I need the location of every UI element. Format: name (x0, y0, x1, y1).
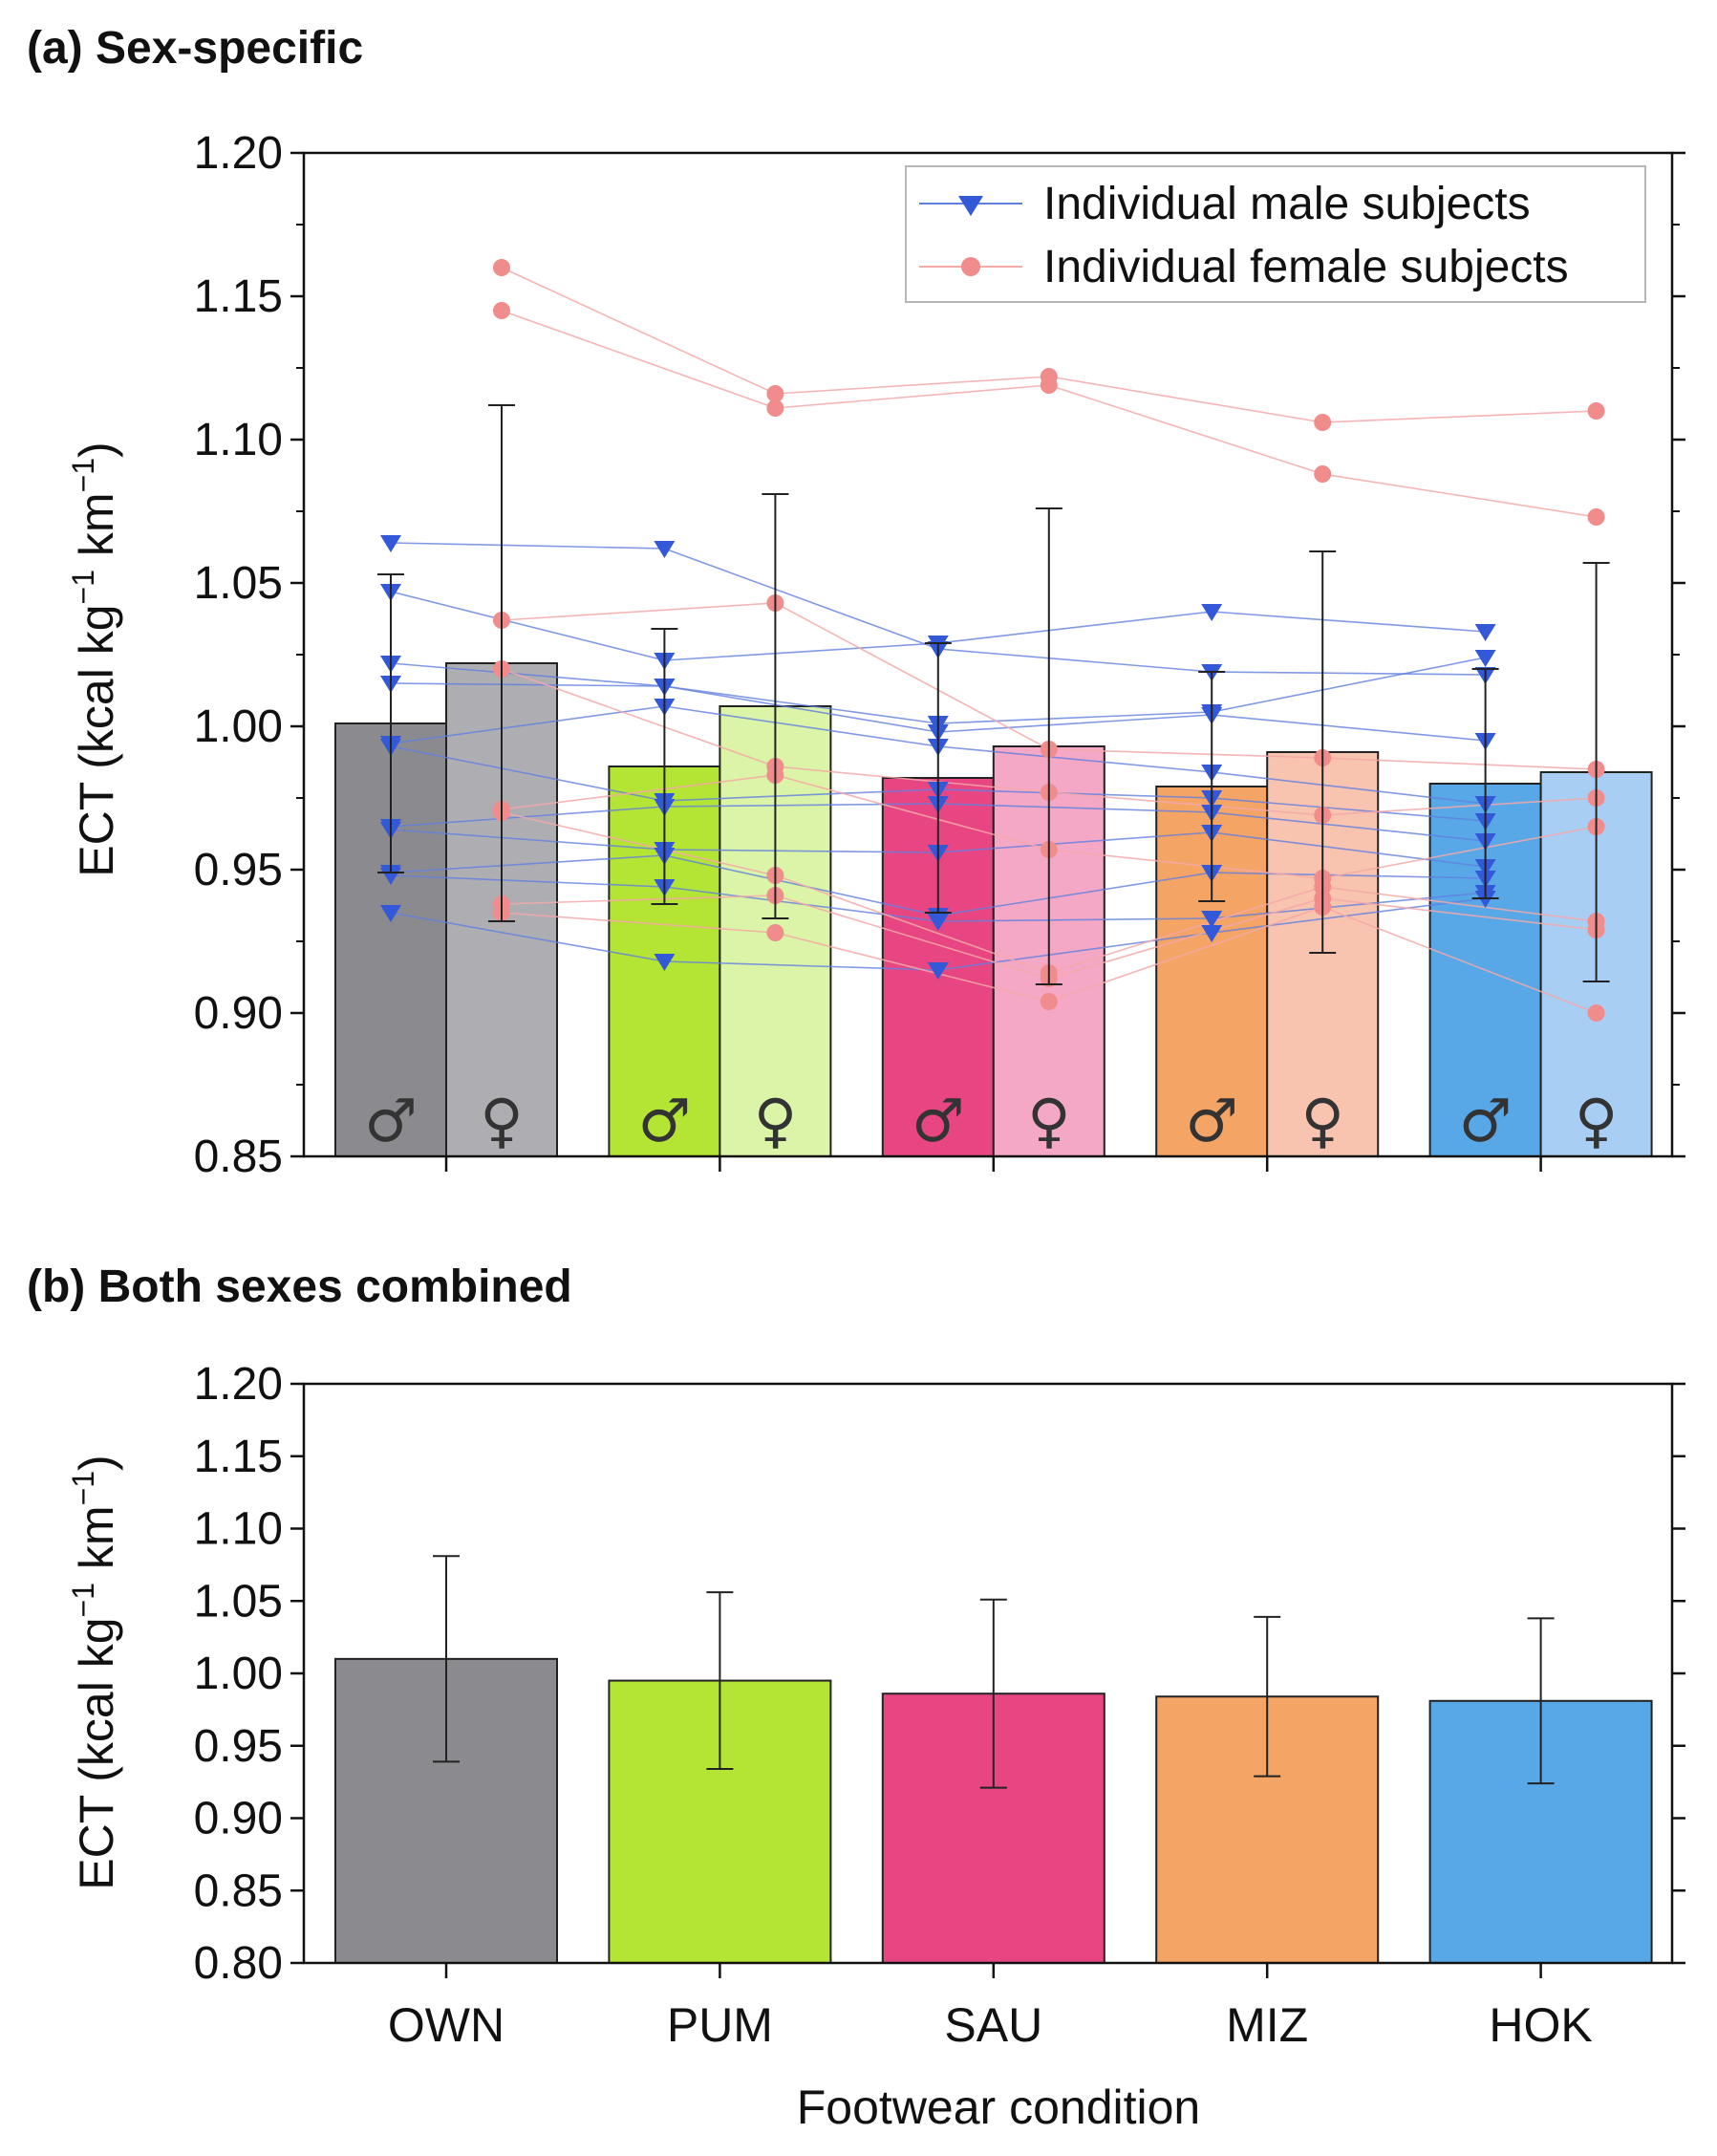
female-symbol-icon: ♀ (1575, 1086, 1618, 1155)
panel-a-y-axis-label: ECT (kcal kg−1 km−1) (66, 442, 123, 876)
female-subject-point (1314, 414, 1332, 431)
panel-a-error-bars (377, 404, 1610, 985)
male-subject-point (1201, 925, 1223, 942)
panel-b-axes: 0.80 0.85 0.90 0.95 1.00 1.05 1.10 1.15 1.20 OWN P… (194, 1359, 1685, 2052)
male-subject-point (1201, 911, 1223, 928)
female-symbol-icon: ♀ (1300, 1086, 1343, 1155)
panel-b-bars (334, 1657, 1653, 1965)
female-symbol-icon: ♀ (1027, 1086, 1070, 1155)
female-subject-point (493, 259, 510, 276)
male-subject-point (927, 914, 949, 931)
female-subject-line (501, 310, 1597, 518)
y-tick-label: 0.90 (194, 988, 283, 1039)
legend-male-label: Individual male subjects (1043, 179, 1531, 229)
male-subject-point (1474, 624, 1496, 641)
male-subject-point (654, 541, 676, 558)
y-tick-label: 1.05 (194, 558, 283, 609)
female-subject-point (1587, 402, 1605, 420)
panel-b-x-axis-label: Footwear condition (797, 2081, 1200, 2134)
y-tick-label: 0.95 (194, 845, 283, 895)
y-tick-label: 1.10 (194, 415, 283, 465)
y-tick-label: 0.95 (194, 1721, 283, 1772)
male-symbol-icon: ♂ (364, 1086, 418, 1155)
panel-a-sex-specific: (a) Sex-specific ♂ ♂ ♂ ♂ ♂ ♀ ♀ ♀ ♀ ♀ 0.85 0.90 0.95… (27, 23, 1685, 1182)
x-tick-label-own: OWN (388, 1998, 504, 2052)
male-symbol-icon: ♂ (912, 1086, 965, 1155)
male-subject-point (1474, 650, 1496, 667)
female-subject-point (1587, 508, 1605, 526)
panel-a-individual-subjects (380, 259, 1605, 1022)
female-subject-point (1314, 465, 1332, 483)
y-tick-label: 1.05 (194, 1576, 283, 1627)
female-subject-point (1040, 377, 1058, 394)
male-subject-point (927, 962, 949, 980)
y-tick-label: 0.80 (194, 1938, 283, 1989)
panel-b-y-axis-label: ECT (kcal kg−1 km−1) (66, 1455, 123, 1889)
y-tick-label: 1.00 (194, 1649, 283, 1699)
female-subject-point (1040, 993, 1058, 1010)
male-subject-point (654, 954, 676, 971)
female-subject-point (766, 924, 784, 941)
y-tick-label: 1.15 (194, 271, 283, 322)
male-subject-point (1201, 604, 1223, 621)
x-tick-label-miz: MIZ (1226, 1998, 1308, 2052)
legend-male-marker-icon (958, 196, 983, 216)
female-subject-point (493, 302, 510, 319)
panel-a-title: (a) Sex-specific (27, 23, 363, 74)
y-tick-label: 1.10 (194, 1504, 283, 1555)
legend-female-marker-icon (961, 257, 980, 276)
x-tick-label-pum: PUM (667, 1998, 773, 2052)
x-tick-label-hok: HOK (1489, 1998, 1592, 2052)
female-symbol-icon: ♀ (754, 1086, 797, 1155)
legend-female-label: Individual female subjects (1043, 242, 1569, 292)
x-tick-label-sau: SAU (944, 1998, 1042, 2052)
male-symbol-icon: ♂ (1459, 1086, 1513, 1155)
female-subject-point (766, 385, 784, 402)
male-symbol-icon: ♂ (1185, 1086, 1238, 1155)
y-tick-label: 0.90 (194, 1794, 283, 1844)
panel-b-title: (b) Both sexes combined (27, 1261, 572, 1312)
female-subject-point (766, 399, 784, 417)
y-tick-label: 1.00 (194, 701, 283, 752)
male-symbol-icon: ♂ (638, 1086, 692, 1155)
y-tick-label: 1.15 (194, 1432, 283, 1482)
male-subject-point (380, 535, 401, 552)
y-tick-label: 0.85 (194, 1865, 283, 1916)
y-tick-label: 0.85 (194, 1132, 283, 1182)
legend-box (905, 165, 1646, 303)
panel-b-error-bars (433, 1555, 1555, 1789)
female-subject-point (1587, 1004, 1605, 1022)
panel-b-both-sexes: (b) Both sexes combined 0.80 0.85 0.90 0.95… (27, 1261, 1685, 2134)
female-symbol-icon: ♀ (480, 1086, 523, 1155)
y-tick-label: 1.20 (194, 1359, 283, 1410)
y-tick-label: 1.20 (194, 128, 283, 179)
panel-a-legend: Individual male subjects Individual fema… (905, 165, 1646, 303)
male-subject-point (380, 905, 401, 922)
panel-a-axes: 0.85 0.90 0.95 1.00 1.05 1.10 1.15 1.20 (194, 128, 1685, 1182)
